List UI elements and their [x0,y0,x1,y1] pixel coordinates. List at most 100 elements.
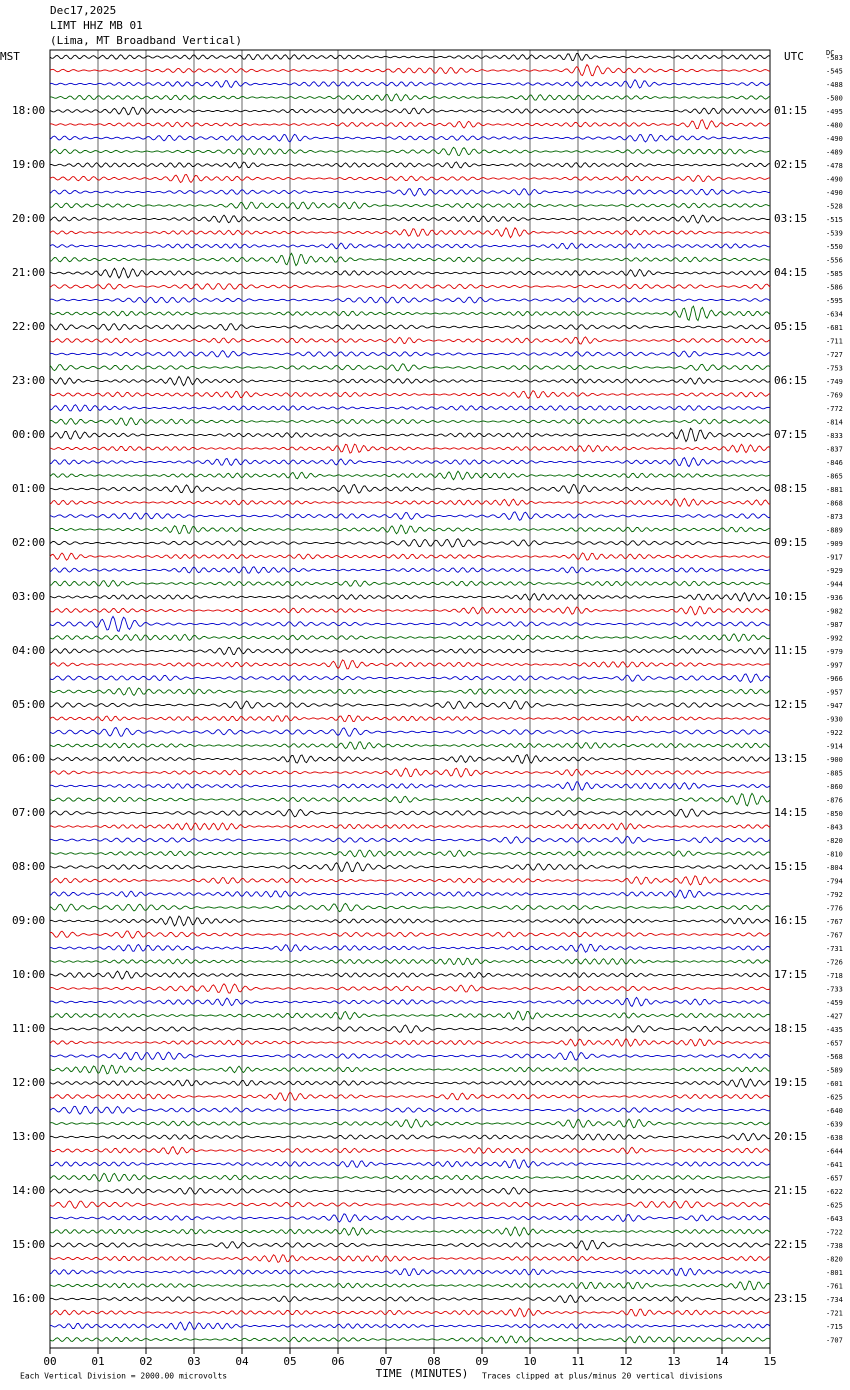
dc-offset: -917 [826,554,843,562]
utc-label: 11:15 [774,644,807,657]
trace [49,615,771,633]
dc-offset: -550 [826,243,843,251]
trace [49,78,771,89]
mst-label: 10:00 [12,968,45,981]
dc-offset: -982 [826,608,843,616]
utc-label: 02:15 [774,158,807,171]
scale-note: Each Vertical Division = 2000.00 microvo… [20,1372,227,1381]
location: (Lima, MT Broadband Vertical) [50,34,242,47]
mst-label: 11:00 [12,1022,45,1035]
trace [49,404,771,412]
dc-offset: -731 [826,945,843,953]
trace [49,1024,771,1034]
trace [49,1226,771,1237]
trace [49,214,771,224]
trace [49,470,771,481]
trace [49,161,771,169]
trace [49,1118,771,1129]
dc-offset: -435 [826,1026,843,1034]
dc-offset: -643 [826,1215,843,1223]
utc-label: 22:15 [774,1238,807,1251]
x-tick-label: 07 [379,1355,392,1368]
trace [49,753,771,764]
dc-offset: -810 [826,851,843,859]
trace [49,1321,771,1331]
dc-offset: -979 [826,648,843,656]
trace [49,1132,771,1142]
dc-offset: -761 [826,1283,843,1291]
utc-label: 04:15 [774,266,807,279]
trace [49,133,771,143]
mst-label: 23:00 [12,374,45,387]
clip-note: Traces clipped at plus/minus 20 vertical… [482,1372,723,1381]
trace [49,902,771,913]
dc-offset: -833 [826,432,843,440]
trace [49,714,771,722]
dc-offset: -722 [826,1229,843,1237]
trace [49,1186,771,1195]
dc-offset: -767 [826,918,843,926]
trace [49,1213,771,1223]
trace [49,579,771,588]
dc-offset: -860 [826,783,843,791]
trace [49,930,771,939]
dc-offset: -846 [826,459,843,467]
dc-offset: -601 [826,1080,843,1088]
dc-offset: -711 [826,338,843,346]
dc-title: DC [826,49,834,57]
utc-label: 16:15 [774,914,807,927]
x-tick-label: 00 [43,1355,56,1368]
mst-label: 01:00 [12,482,45,495]
mst-label: 09:00 [12,914,45,927]
dc-offset: -794 [826,878,843,886]
dc-offset: -873 [826,513,843,521]
dc-offset: -876 [826,797,843,805]
x-tick-label: 08 [427,1355,440,1368]
dc-offset: -922 [826,729,843,737]
station: LIMT HHZ MB 01 [50,19,143,32]
trace [49,996,771,1008]
dc-offset: -843 [826,824,843,832]
dc-offset: -490 [826,176,843,184]
utc-label: 23:15 [774,1292,807,1305]
trace [49,646,770,656]
trace [49,808,771,818]
dc-offset: -804 [826,864,843,872]
trace [49,1267,771,1277]
trace [49,511,771,521]
trace [49,106,771,116]
dc-offset: -495 [826,108,843,116]
utc-label: 07:15 [774,428,807,441]
dc-offset: -489 [826,149,843,157]
trace [49,201,771,210]
trace [49,1200,771,1209]
dc-offset: -885 [826,770,843,778]
dc-offset: -490 [826,135,843,143]
mst-label: 12:00 [12,1076,45,1089]
trace [49,296,771,304]
dc-offset: -837 [826,446,843,454]
trace [49,350,771,358]
dc-offset: -726 [826,959,843,967]
x-axis-title: TIME (MINUTES) [376,1367,469,1380]
mst-label: 22:00 [12,320,45,333]
trace [49,456,771,468]
dc-offset: -556 [826,257,843,265]
dc-offset: -622 [826,1188,843,1196]
utc-label: 03:15 [774,212,807,225]
x-tick-label: 10 [523,1355,536,1368]
dc-offset: -715 [826,1323,843,1331]
trace [49,363,771,372]
dc-offset: -490 [826,189,843,197]
trace [49,53,771,61]
mst-label: 13:00 [12,1130,45,1143]
dc-offset: -539 [826,230,843,238]
trace [49,336,771,345]
trace [49,1335,771,1344]
mst-label: 19:00 [12,158,45,171]
x-tick-label: 05 [283,1355,296,1368]
dc-offset: -500 [826,95,843,103]
dc-offset: -625 [826,1094,843,1102]
dc-offset: -718 [826,972,843,980]
